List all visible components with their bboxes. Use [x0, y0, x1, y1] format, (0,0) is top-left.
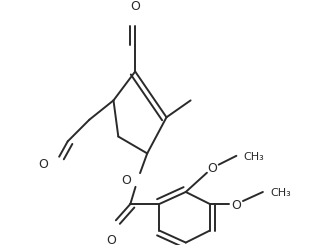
- Text: CH₃: CH₃: [270, 187, 291, 197]
- Text: O: O: [207, 162, 217, 175]
- Text: O: O: [106, 233, 116, 246]
- Text: O: O: [122, 174, 132, 187]
- Text: CH₃: CH₃: [244, 151, 264, 161]
- Text: O: O: [130, 0, 140, 14]
- Text: O: O: [39, 157, 48, 170]
- Text: O: O: [231, 198, 241, 211]
